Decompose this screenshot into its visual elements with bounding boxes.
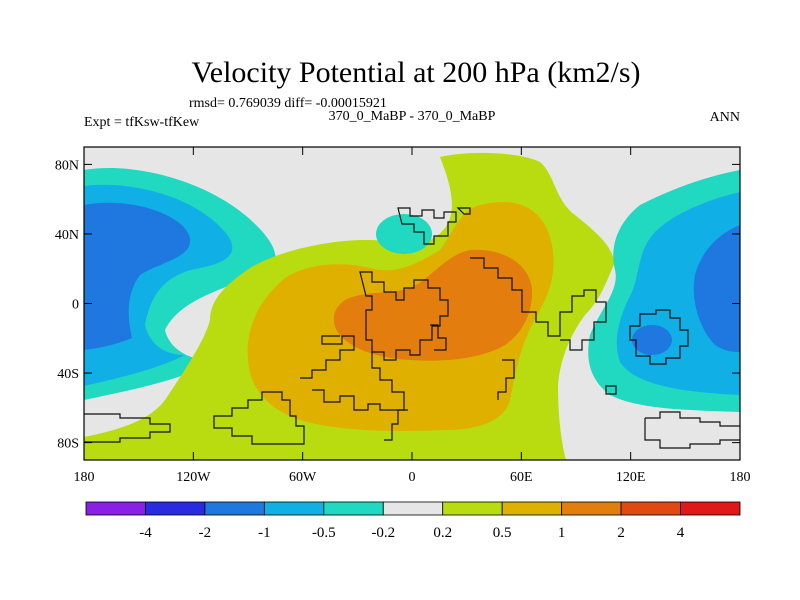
coastline-south-america xyxy=(300,335,355,379)
y-tick-label: 80N xyxy=(55,158,79,173)
colorbar-swatch xyxy=(263,501,325,516)
colorbar-swatch xyxy=(204,501,265,516)
colorbar-swatch xyxy=(501,501,563,516)
colorbar-swatch xyxy=(382,501,444,516)
y-tick-label: 40S xyxy=(57,367,79,382)
coastline-sea-of-japan xyxy=(605,385,617,395)
colorbar-label: 0.5 xyxy=(493,525,512,541)
stats-label: rmsd= 0.769039 diff= -0.00015921 xyxy=(189,96,387,111)
x-tick-label: 60E xyxy=(510,470,533,485)
contour-region-darkorange xyxy=(333,249,533,361)
x-tick-label: 120E xyxy=(616,470,646,485)
chart-title: Velocity Potential at 200 hPa (km2/s) xyxy=(191,56,640,89)
colorbar-swatch xyxy=(323,501,384,516)
coastline-europe-africa xyxy=(359,271,449,361)
coastline-antarctica-west xyxy=(84,413,171,443)
x-tick-label: 180 xyxy=(74,470,95,485)
right-label: ANN xyxy=(710,110,740,125)
coastline-arabia xyxy=(430,324,447,351)
left-label: Expt = tfKsw-tfKew xyxy=(84,115,200,130)
map-field xyxy=(84,147,740,460)
x-axis: 180 120W 60W 0 60E 120E 180 xyxy=(74,147,751,485)
coastline-africa-south xyxy=(371,352,405,441)
colorbar-label: 0.2 xyxy=(433,525,452,541)
colorbar-swatch xyxy=(680,501,741,516)
colorbar-label: -0.2 xyxy=(371,525,395,541)
colorbar-label: -2 xyxy=(199,525,212,541)
contour-region-blue-right xyxy=(693,225,740,352)
colorbar-label: 1 xyxy=(558,525,566,541)
coastline-greenland xyxy=(456,207,471,215)
coastline-scandinavia xyxy=(397,207,457,245)
contour-region-cyan-blob xyxy=(376,214,432,254)
coastlines xyxy=(84,207,740,449)
colorbar: -4 -2 -1 -0.5 -0.2 0.2 0.5 1 2 4 xyxy=(85,501,741,541)
coastline-asia xyxy=(470,257,607,351)
colorbar-swatch xyxy=(145,501,206,516)
center-label: 370_0_MaBP - 370_0_MaBP xyxy=(329,109,496,124)
x-tick-label: 120W xyxy=(176,470,211,485)
colorbar-swatch xyxy=(561,501,622,516)
colorbar-swatch xyxy=(442,501,503,516)
colorbar-swatch xyxy=(85,501,146,516)
colorbar-label: -0.5 xyxy=(312,525,336,541)
y-tick-label: 80S xyxy=(57,437,79,452)
colorbar-label: 2 xyxy=(617,525,625,541)
contour-region-blue-center xyxy=(632,325,672,355)
colorbar-label: 4 xyxy=(677,525,685,541)
y-axis: 80N 40N 0 40S 80S xyxy=(55,158,740,452)
coastline-australia xyxy=(629,309,689,365)
coastline-india xyxy=(497,359,515,400)
contour-region-blue-left xyxy=(84,202,191,350)
x-tick-label: 60W xyxy=(289,470,317,485)
y-tick-label: 40N xyxy=(55,228,79,243)
x-tick-label: 180 xyxy=(730,470,751,485)
coastline-antarctica-east xyxy=(644,411,740,449)
colorbar-swatch xyxy=(620,501,681,516)
coastline-americas xyxy=(213,391,305,445)
x-tick-label: 0 xyxy=(409,470,416,485)
coastline-caribbean xyxy=(312,389,408,411)
colorbar-label: -1 xyxy=(258,525,271,541)
y-tick-label: 0 xyxy=(72,298,79,313)
colorbar-label: -4 xyxy=(139,525,152,541)
